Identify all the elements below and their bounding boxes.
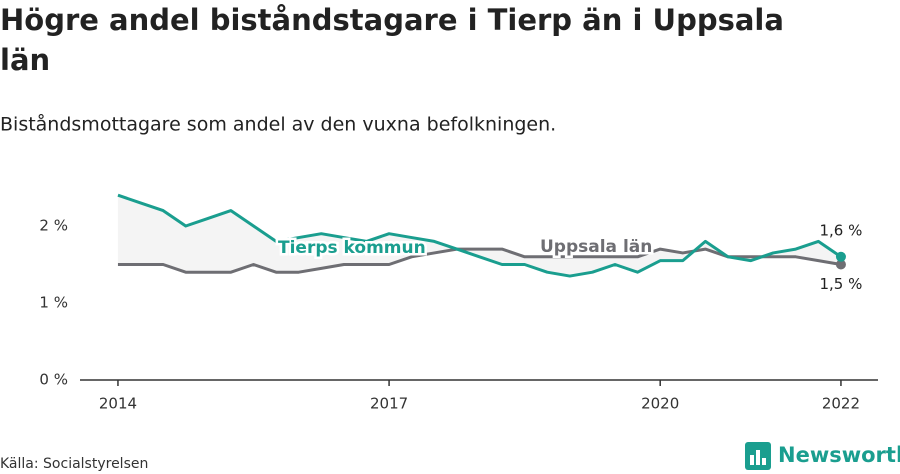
series-label: Uppsala län <box>540 237 652 257</box>
chart-title: Högre andel biståndstagare i Tierp än i … <box>0 3 784 77</box>
chart-subtitle: Biståndsmottagare som andel av den vuxna… <box>0 113 556 136</box>
x-tick-label: 2020 <box>641 395 679 413</box>
brand: Newsworthy <box>778 443 900 467</box>
x-tick-label: 2014 <box>99 395 137 413</box>
gap-area <box>117 195 841 277</box>
source: Källa: Socialstyrelsen <box>0 456 148 472</box>
x-tick-label: 2017 <box>370 395 408 413</box>
y-tick-label: 2 % <box>39 217 68 235</box>
x-tick-label: 2022 <box>822 395 860 413</box>
end-label: 1,6 % <box>820 221 863 239</box>
end-label: 1,5 % <box>820 275 863 293</box>
logo: Newsworthy <box>745 442 900 470</box>
series-line <box>117 247 842 274</box>
end-point <box>835 259 846 270</box>
end-point <box>835 251 846 262</box>
y-tick-label: 0 % <box>39 371 68 389</box>
y-tick-label: 1 % <box>39 294 68 312</box>
series-line <box>117 193 842 278</box>
series-label: Tierps kommun <box>278 238 426 258</box>
